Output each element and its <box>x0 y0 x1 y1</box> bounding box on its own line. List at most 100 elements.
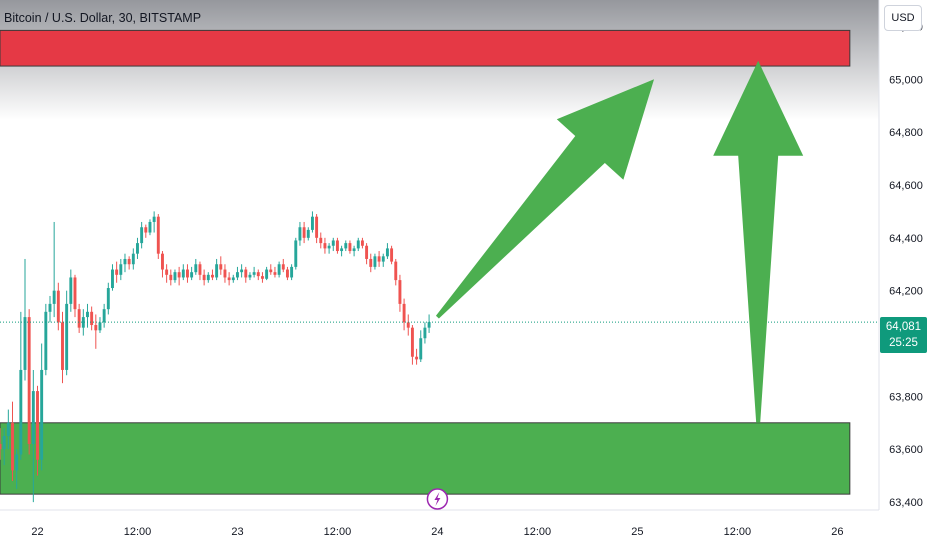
candle-body <box>6 422 10 437</box>
candle-body <box>281 264 285 270</box>
event-marker[interactable] <box>426 488 449 510</box>
candle <box>344 240 348 252</box>
target-arrow <box>713 60 804 423</box>
candle-body <box>269 269 273 273</box>
candle <box>273 266 277 278</box>
candle <box>315 214 319 244</box>
candle-body <box>11 422 14 471</box>
candle-body <box>140 227 144 244</box>
candle <box>23 258 27 381</box>
candle-countdown: 25:25 <box>889 337 918 349</box>
candle <box>156 214 160 259</box>
candle <box>360 237 364 249</box>
candle <box>331 237 335 252</box>
candle <box>144 224 148 238</box>
candle-body <box>202 274 206 281</box>
candle-body <box>111 269 114 289</box>
candle-body <box>248 274 252 278</box>
candle-body <box>373 256 377 267</box>
price-tick-label: 63,600 <box>889 444 923 456</box>
candle-body <box>144 227 148 233</box>
resistance-zone <box>0 29 851 67</box>
candle-body <box>73 277 77 310</box>
price-axis[interactable]: 63,400 63,600 63,800 64,200 64,400 64,600 64,8… <box>889 21 923 509</box>
candle <box>206 272 210 283</box>
candle <box>111 264 114 291</box>
price-tick-label: 63,400 <box>889 497 923 509</box>
candle <box>390 245 394 265</box>
candle <box>198 261 202 281</box>
candle-body <box>219 264 223 270</box>
candle-body <box>77 309 81 328</box>
candle-body <box>177 272 181 278</box>
time-axis[interactable]: 22 12:00 23 12:00 24 12:00 25 12:00 26 <box>31 526 843 538</box>
candle <box>248 272 252 281</box>
time-tick-label: 24 <box>431 526 443 538</box>
candle <box>356 237 360 252</box>
candle-body <box>298 227 302 241</box>
time-tick-label: 26 <box>831 526 843 538</box>
candle-body <box>377 256 381 262</box>
candle-body <box>406 322 410 328</box>
candle <box>127 256 131 270</box>
candle-body <box>165 269 169 275</box>
candle-body <box>290 266 294 278</box>
candle <box>165 264 169 283</box>
chart-title: Bitcoin / U.S. Dollar, 30, BITSTAMP <box>4 11 202 25</box>
candle-body <box>427 322 431 328</box>
candle <box>44 303 48 376</box>
candle <box>52 221 56 318</box>
candle <box>340 245 344 257</box>
candle-body <box>48 303 52 312</box>
candle-body <box>161 253 164 270</box>
candle-body <box>186 269 189 278</box>
price-tick-label: 64,800 <box>889 127 923 139</box>
candle <box>98 317 102 333</box>
candle <box>323 237 327 254</box>
candle-body <box>231 277 235 281</box>
candle <box>381 253 385 267</box>
time-tick-label: 12:00 <box>324 526 352 538</box>
candle <box>186 264 189 283</box>
candle-body <box>360 240 364 246</box>
candle-body <box>131 253 135 265</box>
candle-body <box>227 277 231 281</box>
candle <box>115 261 119 283</box>
candle-body <box>331 240 335 246</box>
candle <box>423 322 427 344</box>
candle <box>265 266 269 281</box>
candle <box>235 266 239 281</box>
candle <box>394 258 398 286</box>
candle <box>244 266 248 283</box>
candle <box>352 245 356 257</box>
candle-body <box>319 237 323 244</box>
candle-body <box>398 280 402 304</box>
candle <box>335 237 339 254</box>
candle-body <box>335 240 339 252</box>
candle-body <box>273 272 277 275</box>
candle <box>181 264 185 281</box>
candle <box>81 309 85 336</box>
candle <box>190 266 194 281</box>
candle-body <box>115 269 119 275</box>
candle-body <box>44 311 48 370</box>
time-tick-label: 12:00 <box>724 526 752 538</box>
arrows-layer <box>435 60 804 423</box>
candle <box>406 314 410 336</box>
candle-body <box>390 248 394 262</box>
currency-button[interactable]: USD <box>884 5 922 31</box>
candle-body <box>36 391 39 460</box>
price-tick-label: 63,800 <box>889 391 923 403</box>
candle <box>6 409 10 450</box>
candle-body <box>102 309 106 323</box>
time-tick-label: 22 <box>31 526 43 538</box>
candle-body <box>106 288 110 310</box>
candle-body <box>40 369 44 460</box>
candle-body <box>369 258 373 267</box>
candle <box>306 227 310 241</box>
candle <box>94 314 98 349</box>
candle-body <box>235 272 239 278</box>
candle <box>0 428 2 460</box>
candle-body <box>206 274 210 281</box>
